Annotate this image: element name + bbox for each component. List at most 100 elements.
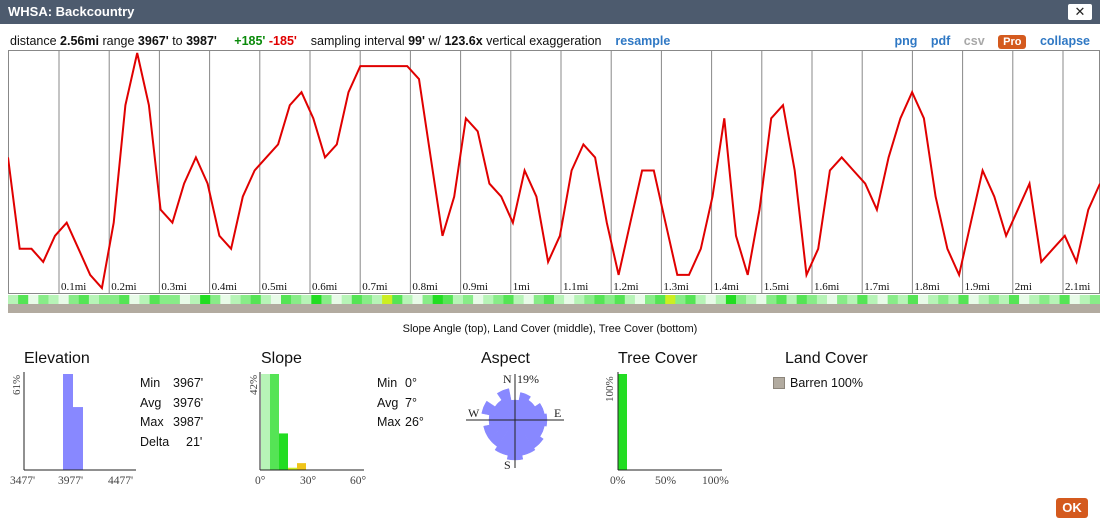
profile-mile-label: 1.5mi [764,281,789,293]
tree-cover-bar [618,374,627,470]
slope-cell [139,295,150,304]
slope-cell [129,295,140,304]
profile-mile-label: 0.7mi [362,281,387,293]
slope-cell [988,295,1000,304]
profile-mile-label: 0.5mi [262,281,287,293]
slope-cell [48,295,59,304]
slope-cell [867,295,878,304]
slope-cell [533,295,545,304]
slope-cell [624,295,636,304]
aspect-sector [496,388,516,421]
distance-label: distance [10,34,57,48]
slope-cell [452,295,464,304]
slope-cell [372,295,383,304]
aspect-east-label: E [554,406,561,420]
slope-cell [655,295,666,304]
slope-cell [483,295,494,304]
slope-cell [574,295,585,304]
slope-cell [715,295,727,304]
slope-cell [240,295,251,304]
slope-cell [58,295,69,304]
slope-x-tick-1: 30° [300,475,317,487]
slope-cell [88,295,100,304]
slope-cell [1029,295,1040,304]
elevation-stat-min: Min 3967' [140,376,204,390]
elevation-profile-line [8,52,1100,291]
collapse-link[interactable]: collapse [1039,34,1090,48]
slope-cell [827,295,838,304]
slope-cell [78,295,90,304]
slope-cell [847,295,858,304]
aspect-sector [481,400,516,421]
slope-cell [463,295,474,304]
aspect-sector [514,392,531,421]
slope-cell [746,295,757,304]
slope-bar [297,463,306,470]
tree-cover-x-tick-0: 0% [610,475,626,487]
land-cover-swatch [773,377,785,389]
slope-cell [159,295,171,304]
slope-cell [705,295,717,304]
ok-button[interactable]: OK [1056,498,1088,518]
slope-cell [392,295,403,304]
elevation-gain: +185' [234,34,266,48]
slope-bar [279,433,288,470]
slope-cell [28,295,39,304]
slope-cell [816,295,828,304]
slope-cell [38,295,49,304]
aspect-sector [483,419,516,439]
profile-mile-label: 1.8mi [914,281,939,293]
slope-histogram [259,372,364,471]
slope-cell [301,295,312,304]
slope-cell [1079,295,1091,304]
slope-cell [695,295,706,304]
csv-link[interactable]: csv [963,34,985,48]
slope-cell [736,295,747,304]
slope-bar [288,467,297,470]
pro-badge[interactable]: Pro [998,35,1027,49]
profile-mile-label: 1.1mi [563,281,588,293]
resample-link[interactable]: resample [615,34,671,48]
slope-cell [250,295,262,304]
slope-cell [756,295,767,304]
slope-cell [8,295,19,304]
elevation-stat-avg: Avg 3976' [140,395,204,410]
slope-cell [99,295,110,304]
tree-cover-y-label: 100% [604,376,616,402]
profile-mile-label: 0.3mi [161,281,186,293]
slope-cell [998,295,1010,304]
slope-cell [119,295,130,304]
slope-cell [412,295,423,304]
slope-cell [1039,295,1050,304]
profile-mile-label: 2.1mi [1065,281,1090,293]
slope-cell [1069,295,1081,304]
window-titlebar: WHSA: Backcountry ✕ [0,0,1100,24]
window-title: WHSA: Backcountry [8,4,135,19]
slope-cell [190,295,201,304]
slope-cell [200,295,211,304]
slope-cell [877,295,888,304]
slope-cell [776,295,787,304]
png-link[interactable]: png [894,34,918,48]
slope-bar [261,374,270,470]
slope-cell [918,295,929,304]
profile-mile-labels: 0.1mi 0.2mi 0.3mi 0.4mi 0.5mi 0.6mi 0.7mi 0.8mi… [61,281,1090,293]
profile-mile-label: 0.9mi [463,281,488,293]
elevation-stat-delta: Delta 21' [140,434,203,449]
slope-cell [685,295,696,304]
profile-mile-label: 1.4mi [714,281,739,293]
profile-summary: distance 2.56mi range 3967' to 3987' +18… [10,34,670,50]
profile-mile-label: 2mi [1015,281,1032,293]
range-min: 3967' [137,34,169,48]
slope-cell [68,295,80,304]
slope-cell [928,295,939,304]
with-label: w/ [428,34,441,48]
profile-mile-label: 0.8mi [412,281,437,293]
slope-cell [432,295,444,304]
slope-bar [270,374,279,470]
close-button[interactable]: ✕ [1068,4,1092,20]
profile-frame [8,50,1100,294]
slope-cell [281,295,292,304]
pdf-link[interactable]: pdf [930,34,951,48]
slope-cell [291,295,302,304]
